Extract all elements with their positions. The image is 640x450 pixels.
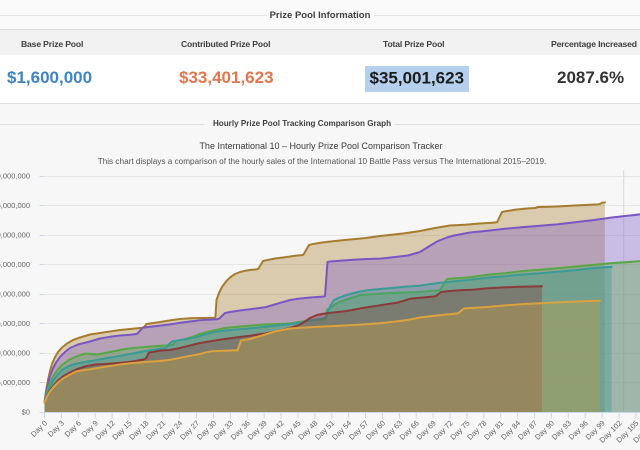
- svg-text:$40,000,000: $40,000,000: [0, 172, 30, 181]
- svg-text:$35,000,000: $35,000,000: [0, 201, 30, 210]
- svg-text:$20,000,000: $20,000,000: [0, 290, 30, 299]
- svg-text:$0: $0: [22, 408, 30, 417]
- svg-text:$25,000,000: $25,000,000: [0, 260, 30, 269]
- svg-text:$10,000,000: $10,000,000: [0, 349, 30, 358]
- svg-text:$15,000,000: $15,000,000: [0, 319, 30, 328]
- svg-text:Day 6: Day 6: [63, 419, 83, 439]
- svg-text:$5,000,000: $5,000,000: [0, 378, 30, 387]
- svg-text:Day 0: Day 0: [29, 419, 49, 439]
- svg-text:Day 3: Day 3: [46, 419, 66, 439]
- svg-text:$30,000,000: $30,000,000: [0, 231, 30, 240]
